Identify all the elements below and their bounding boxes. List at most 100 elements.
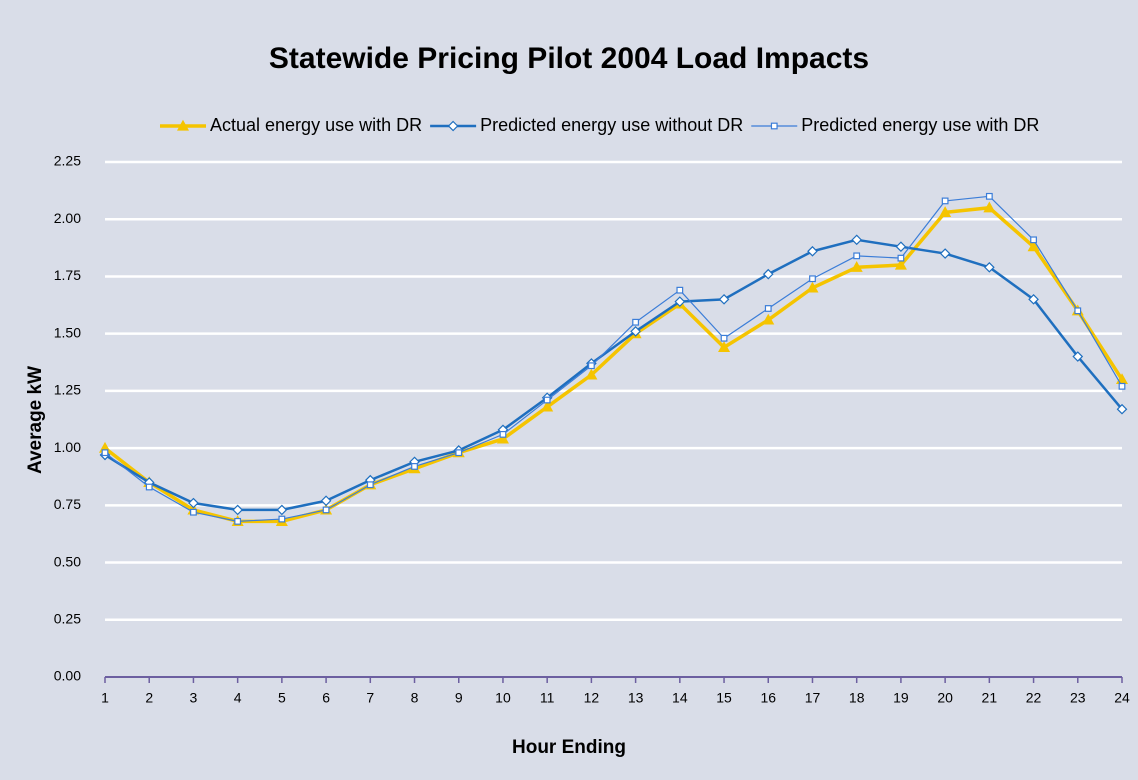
series-line <box>104 238 1123 512</box>
y-tick-label: 1.50 <box>54 324 81 340</box>
series-marker <box>455 449 463 457</box>
x-tick-label: 6 <box>322 690 330 706</box>
x-tick-label: 11 <box>540 690 555 706</box>
series-marker <box>1074 307 1082 315</box>
series-marker <box>496 432 509 444</box>
series-marker <box>809 275 816 283</box>
series-marker <box>941 197 949 205</box>
x-tick-label: 1 <box>101 690 109 706</box>
series-marker <box>101 449 109 457</box>
series-marker <box>1028 293 1039 305</box>
legend-label: Predicted energy use with DR <box>801 115 1039 135</box>
series-marker <box>320 495 332 507</box>
y-tick-label: 1.75 <box>54 267 81 283</box>
x-tick-label: 18 <box>849 690 865 706</box>
series-marker <box>543 396 551 404</box>
series-marker <box>632 318 640 326</box>
x-axis-label: Hour Ending <box>512 737 626 758</box>
series-marker <box>630 326 641 337</box>
x-tick-label: 8 <box>411 690 419 706</box>
series-marker <box>762 268 774 280</box>
series-marker <box>411 463 418 470</box>
series-marker <box>1118 382 1126 390</box>
x-tick-label: 9 <box>455 690 463 706</box>
x-tick-label: 12 <box>584 690 600 706</box>
series-marker <box>276 504 288 516</box>
series-marker <box>278 515 286 523</box>
series-marker <box>939 206 952 217</box>
x-tick-label: 19 <box>893 690 909 706</box>
x-tick-label: 21 <box>982 690 998 706</box>
series-marker <box>585 368 598 380</box>
series-marker <box>232 504 244 516</box>
series-line <box>104 195 1123 522</box>
series-marker <box>718 341 731 352</box>
y-axis-label: Average kW <box>25 366 46 474</box>
series-marker <box>720 334 728 342</box>
series-marker <box>897 254 905 262</box>
x-tick-label: 16 <box>760 690 776 706</box>
series-marker <box>1027 240 1040 252</box>
x-tick-label: 5 <box>278 690 286 706</box>
series-marker <box>985 192 993 200</box>
series-marker <box>983 201 996 213</box>
x-tick-label: 2 <box>145 690 153 706</box>
x-tick-label: 17 <box>805 690 821 706</box>
series-marker <box>188 497 199 509</box>
y-tick-label: 1.25 <box>54 382 81 398</box>
series-marker <box>806 281 819 293</box>
x-tick-label: 22 <box>1026 690 1042 706</box>
series-marker <box>587 362 595 370</box>
legend-marker <box>770 122 778 130</box>
series-marker <box>939 248 951 259</box>
series-marker <box>674 296 686 307</box>
legend-item: Predicted energy use without DR <box>430 115 743 135</box>
series-marker <box>895 241 907 253</box>
y-tick-label: 0.00 <box>54 668 81 684</box>
y-tick-label: 1.00 <box>54 439 81 455</box>
series-marker <box>499 430 507 438</box>
x-tick-label: 15 <box>716 690 732 706</box>
legend-label: Actual energy use with DR <box>210 115 422 135</box>
series-marker <box>850 261 863 272</box>
y-tick-label: 2.00 <box>54 210 81 226</box>
y-tick-label: 0.50 <box>54 553 81 569</box>
legend-label: Predicted energy use without DR <box>480 115 743 135</box>
series-marker <box>764 305 772 312</box>
x-tick-label: 14 <box>672 690 688 706</box>
series-marker <box>190 508 197 516</box>
legend-marker <box>176 119 190 131</box>
series-marker <box>1116 403 1128 415</box>
series-marker <box>762 313 775 325</box>
chart-title: Statewide Pricing Pilot 2004 Load Impact… <box>269 42 869 75</box>
series-marker <box>541 400 554 412</box>
series-line <box>103 206 1124 524</box>
x-tick-label: 23 <box>1070 690 1086 706</box>
series-marker <box>366 481 374 489</box>
legend-marker <box>447 120 459 132</box>
x-tick-label: 4 <box>234 690 242 706</box>
series-marker <box>853 252 861 260</box>
series-marker <box>322 506 330 514</box>
series-marker <box>676 286 684 294</box>
series-marker <box>983 261 995 273</box>
x-tick-label: 3 <box>190 690 198 706</box>
series-marker <box>718 293 730 305</box>
x-tick-label: 20 <box>937 690 953 706</box>
x-tick-label: 7 <box>366 690 374 706</box>
y-tick-label: 0.25 <box>54 610 81 626</box>
series-marker <box>234 517 242 525</box>
legend-item: Predicted energy use with DR <box>751 115 1039 135</box>
series-marker <box>1072 351 1084 362</box>
x-tick-label: 10 <box>495 690 511 706</box>
y-tick-label: 2.25 <box>54 153 81 169</box>
series-marker <box>851 234 863 246</box>
legend-item: Actual energy use with DR <box>160 115 422 135</box>
series-marker <box>807 245 818 257</box>
y-tick-label: 0.75 <box>54 496 81 512</box>
series-marker <box>894 258 907 270</box>
x-tick-label: 13 <box>628 690 644 706</box>
series-marker <box>145 483 153 491</box>
series-marker <box>1030 236 1037 244</box>
